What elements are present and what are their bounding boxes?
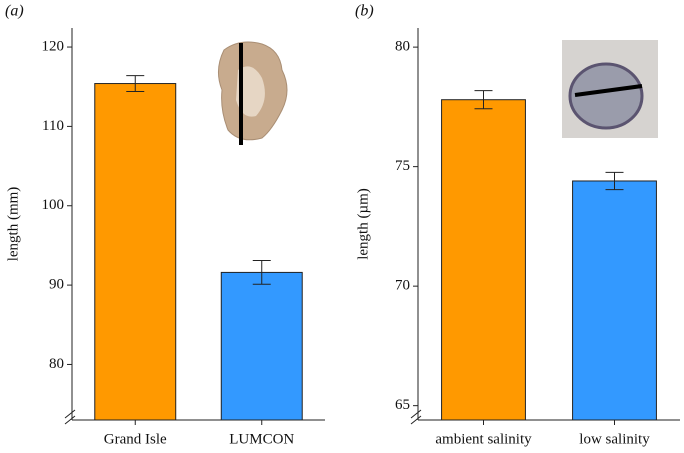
bar — [94, 83, 177, 421]
oyster-image — [218, 41, 288, 145]
y-tick-label: 80 — [395, 39, 410, 55]
y-tick-label: 70 — [395, 278, 410, 294]
panel-label: (a) — [5, 3, 24, 20]
y-tick-label: 90 — [49, 277, 64, 293]
error-bar — [126, 75, 145, 92]
cell-image — [562, 40, 658, 138]
axis-break — [64, 409, 76, 419]
error-bar — [605, 171, 624, 191]
x-tick-label: LUMCON — [229, 431, 294, 447]
y-tick-label: 110 — [42, 118, 64, 134]
y-tick-label: 100 — [42, 197, 65, 213]
bar — [441, 99, 526, 421]
x-tick-label: ambient salinity — [435, 431, 532, 447]
y-tick-label: 80 — [49, 356, 64, 372]
y-axis-label: length (µm) — [355, 188, 371, 260]
panel-label: (b) — [355, 3, 374, 20]
error-bar — [252, 260, 271, 285]
y-tick-label: 65 — [395, 397, 410, 413]
axis-break — [410, 409, 422, 419]
y-axis-label: length (mm) — [5, 187, 21, 262]
x-tick-label: low salinity — [579, 431, 650, 447]
x-tick-label: Grand Isle — [104, 431, 167, 447]
y-tick-label: 120 — [42, 38, 65, 54]
bar — [220, 271, 303, 421]
y-tick-label: 75 — [395, 158, 410, 174]
error-bar — [474, 90, 493, 110]
axis-break — [410, 415, 422, 425]
bar — [572, 180, 657, 421]
axis-break — [64, 415, 76, 425]
